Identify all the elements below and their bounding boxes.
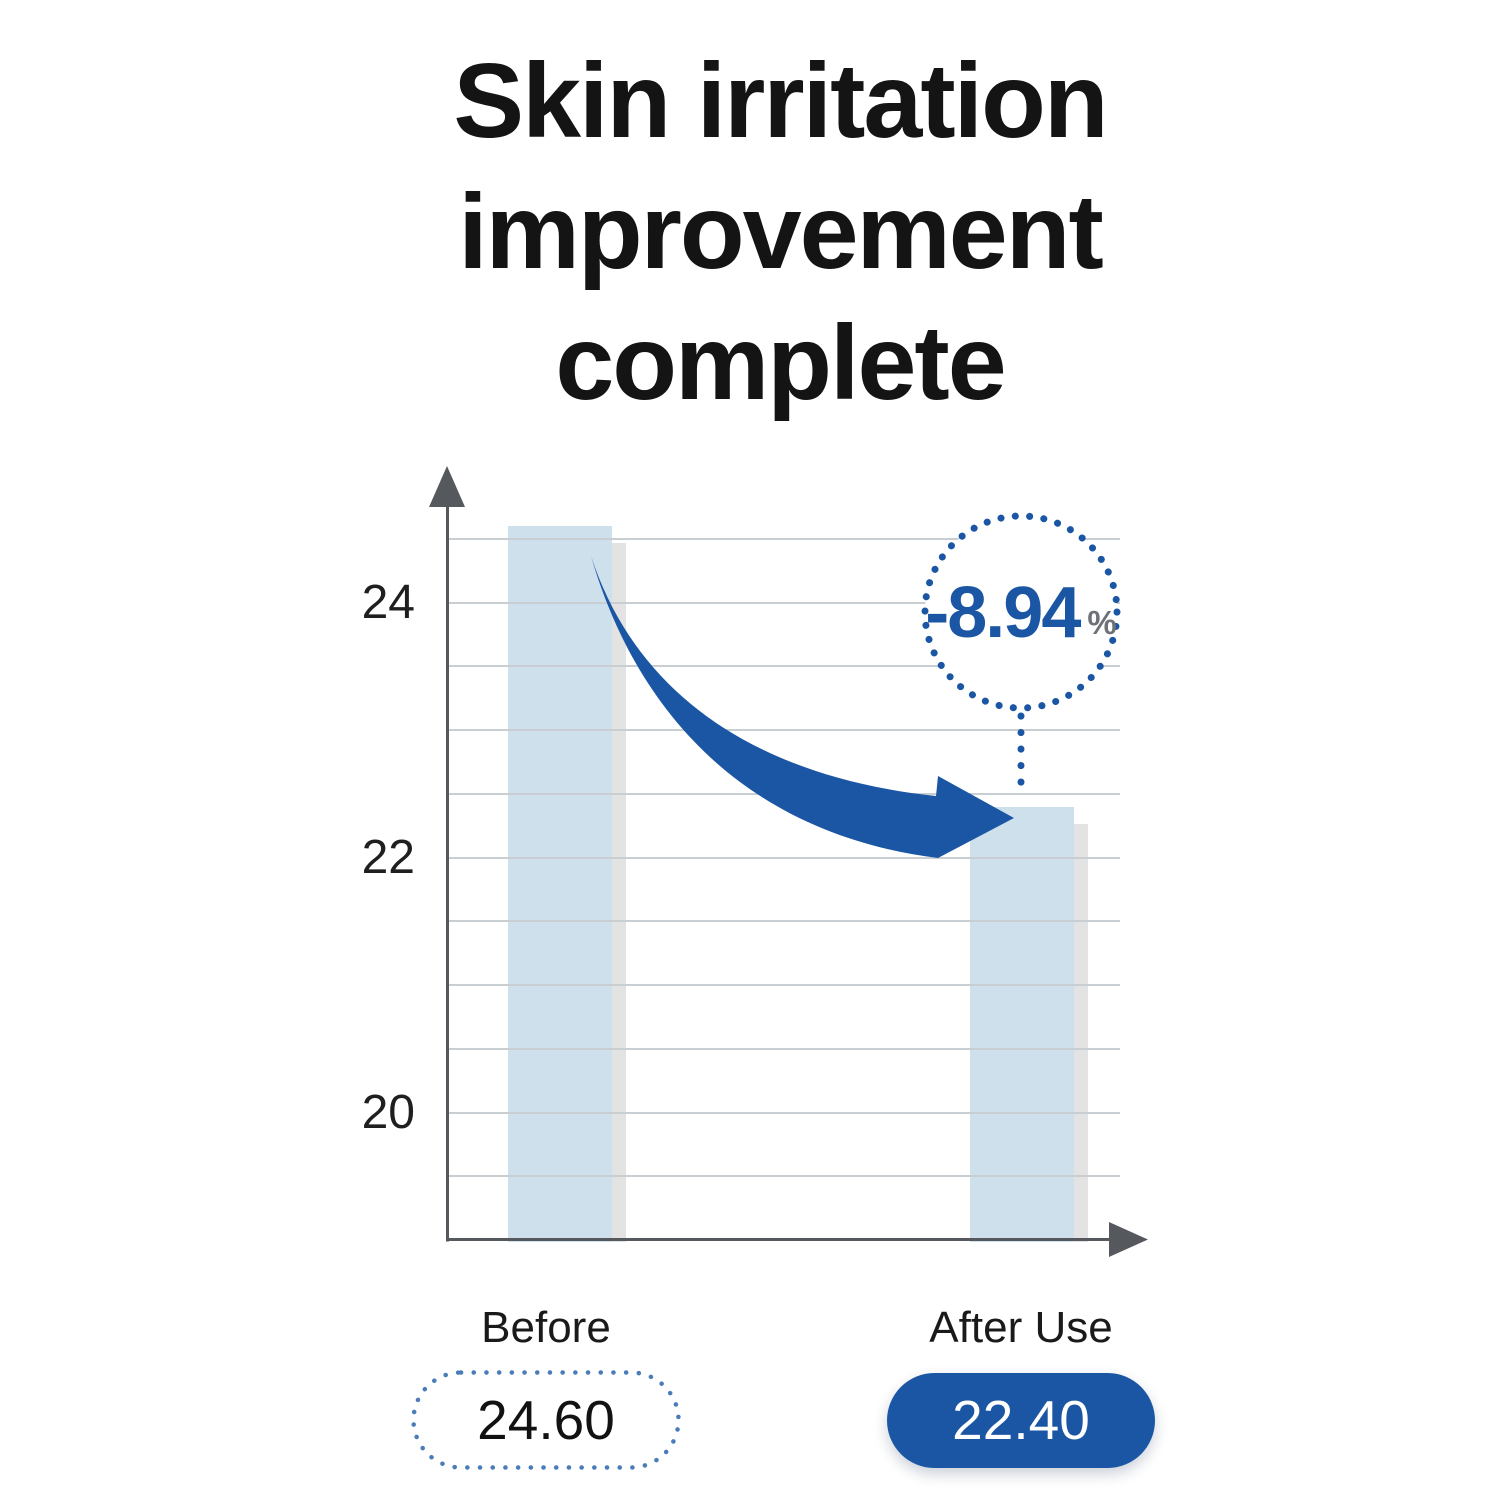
title-line-3: complete: [555, 304, 1006, 422]
y-axis-tick-label: 24: [361, 575, 415, 629]
category-label-after-use: After Use: [929, 1303, 1113, 1352]
y-axis-tick-label: 22: [361, 830, 415, 884]
value-pill-after-use: 22.40: [887, 1372, 1155, 1468]
y-axis-tick-label: 20: [361, 1085, 415, 1139]
gridline: [447, 537, 1120, 540]
gridline: [447, 856, 1120, 859]
title-line-2: improvement: [458, 173, 1104, 291]
category-label-before: Before: [481, 1303, 611, 1352]
title-line-1: Skin irritation: [453, 42, 1108, 160]
bar-after-use: [970, 806, 1074, 1242]
gridline: [447, 1111, 1120, 1114]
percent-callout-dotted-circle: [921, 512, 1121, 712]
page-title: Skin irritation improvement complete: [50, 36, 1500, 429]
gridline: [447, 729, 1120, 731]
gridline: [447, 1047, 1120, 1050]
gridline: [447, 920, 1120, 923]
gridline: [447, 1175, 1120, 1178]
x-axis-arrow-icon: [1109, 1222, 1148, 1257]
decrease-swoosh-arrow-icon: [591, 556, 1014, 858]
percent-sign: %: [1087, 604, 1117, 641]
percent-change-value: -8.94: [925, 573, 1081, 653]
before-value-pill-dotted-border: [411, 1370, 681, 1470]
percent-change-callout: -8.94 %: [896, 570, 1146, 656]
value-pill-before: 24.60: [477, 1389, 615, 1451]
gridline: [447, 601, 1120, 604]
y-axis-arrow-icon: [429, 466, 465, 507]
bar-before: [508, 526, 612, 1242]
gridline: [447, 665, 1120, 668]
gridline: [447, 984, 1120, 986]
